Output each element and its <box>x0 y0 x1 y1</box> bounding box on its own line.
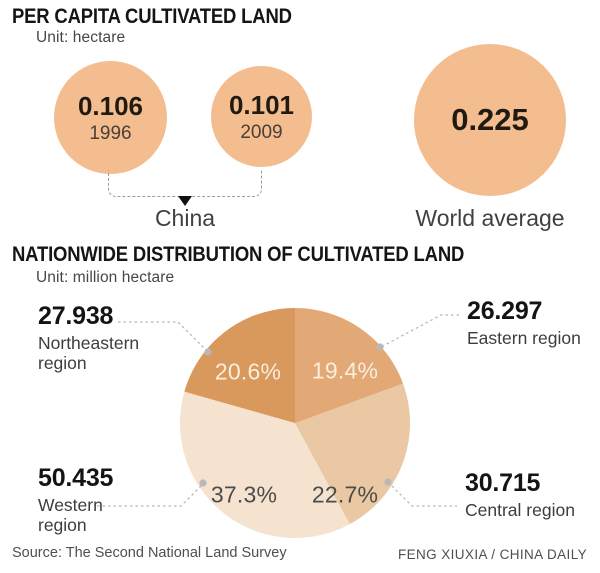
eastern-region-label: Eastern region <box>467 328 581 348</box>
callout-eastern: 26.297 Eastern region <box>467 297 581 348</box>
leader-line-eastern <box>380 314 459 348</box>
world-average-bubble: 0.225 <box>414 44 566 196</box>
china-group-bracket <box>108 170 262 197</box>
callout-northeastern: 27.938 Northeastern region <box>38 302 156 373</box>
northeastern-value: 27.938 <box>38 302 114 330</box>
pie-label-western-pct: 37.3% <box>210 481 278 508</box>
pie-label-northeastern-pct: 20.6% <box>214 358 282 385</box>
bracket-arrow-down-icon <box>178 196 192 206</box>
per-capita-unit-label: Unit: hectare <box>36 29 126 46</box>
central-region-label: Central region <box>465 500 575 520</box>
china-2009-bubble: 0.101 2009 <box>211 66 312 167</box>
world-average-label: World average <box>415 205 565 231</box>
china-group-label: China <box>154 205 216 231</box>
china-1996-value: 0.106 <box>77 90 144 121</box>
cultivated-land-pie-chart: 19.4% 20.6% 37.3% 22.7% <box>180 308 410 538</box>
per-capita-title: PER CAPITA CULTIVATED LAND <box>12 5 292 28</box>
distribution-title: NATIONWIDE DISTRIBUTION OF CULTIVATED LA… <box>12 243 465 266</box>
world-average-value: 0.225 <box>451 102 529 137</box>
central-value: 30.715 <box>465 469 541 497</box>
eastern-value: 26.297 <box>467 297 543 325</box>
leader-line-central <box>387 481 457 507</box>
pie-label-central-pct: 22.7% <box>311 481 379 508</box>
northeastern-region-label: Northeastern region <box>38 333 140 374</box>
credit-note: FENG XIUXIA / CHINA DAILY <box>397 547 587 562</box>
callout-western: 50.435 Western region <box>38 464 118 535</box>
china-2009-year: 2009 <box>240 121 283 143</box>
china-1996-bubble: 0.106 1996 <box>54 61 167 174</box>
china-2009-value: 0.101 <box>228 89 295 120</box>
callout-central: 30.715 Central region <box>465 469 575 520</box>
pie-label-eastern-pct: 19.4% <box>311 357 379 384</box>
china-1996-year: 1996 <box>89 122 132 144</box>
source-note: Source: The Second National Land Survey <box>12 545 287 561</box>
distribution-unit-label: Unit: million hectare <box>36 269 175 286</box>
western-value: 50.435 <box>38 464 114 492</box>
western-region-label: Western region <box>38 495 103 536</box>
